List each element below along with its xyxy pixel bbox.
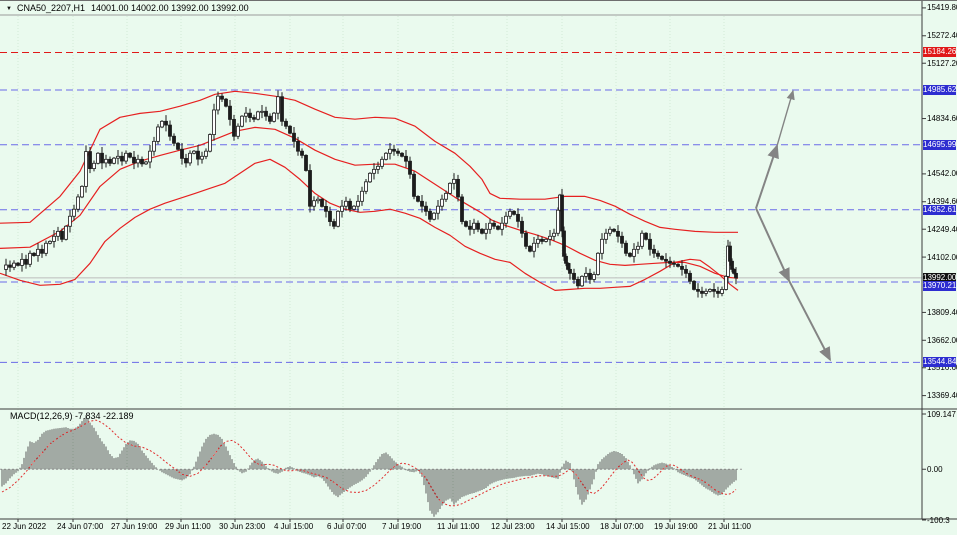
price-level-badge[interactable]: 13544.84 xyxy=(923,357,957,368)
time-tick-label: 18 Jul 07:00 xyxy=(600,522,644,531)
chart-menu-triangle-icon[interactable]: ▼ xyxy=(6,6,12,12)
price-level-badge[interactable]: 13992.00 xyxy=(923,272,957,283)
trend-projection-arrows[interactable] xyxy=(755,89,831,362)
time-tick-label: 4 Jul 15:00 xyxy=(274,522,314,531)
price-level-badge[interactable]: 14352.61 xyxy=(923,204,957,215)
chart-title: ▼ CNA50_2207,H1 14001.00 14002.00 13992.00… xyxy=(6,3,249,13)
price-tick-label: 13369.40 xyxy=(927,391,957,401)
time-tick-label: 29 Jun 11:00 xyxy=(165,522,211,531)
time-tick-label: 30 Jun 23:00 xyxy=(219,522,266,531)
price-tick-label: 14394.60 xyxy=(927,197,957,207)
time-tick-label: 6 Jul 07:00 xyxy=(327,522,367,531)
time-tick-label: 21 Jul 11:00 xyxy=(708,522,751,531)
price-tick-label: 14102.00 xyxy=(927,252,957,262)
symbol-period-label: CNA50_2207,H1 xyxy=(16,3,85,13)
price-tick-label: 14249.40 xyxy=(927,224,957,234)
price-tick-label: 13662.00 xyxy=(927,335,957,345)
ohlc-values: 14001.00 14002.00 13992.00 13992.00 xyxy=(91,3,249,13)
price-tick-label: 14542.00 xyxy=(927,169,957,179)
price-tick-label: 13516.60 xyxy=(927,363,957,373)
price-level-badge[interactable]: 14985.62 xyxy=(923,85,957,95)
time-tick-label: 19 Jul 19:00 xyxy=(654,522,698,531)
time-tick-label: 22 Jun 2022 xyxy=(2,522,47,531)
time-tick-label: 24 Jun 07:00 xyxy=(57,522,104,531)
time-tick-label: 14 Jul 15:00 xyxy=(546,522,590,531)
price-tick-label: 15272.40 xyxy=(927,31,957,41)
price-tick-label: 14834.60 xyxy=(927,114,957,124)
macd-tick-label: 0.00 xyxy=(927,464,943,474)
price-level-badge[interactable]: 13970.21 xyxy=(923,281,957,291)
macd-tick-label: 109.147 xyxy=(927,409,956,419)
time-tick-label: 11 Jul 11:00 xyxy=(437,522,480,531)
time-tick-label: 27 Jun 19:00 xyxy=(111,522,158,531)
price-level-badge[interactable]: 15184.26 xyxy=(923,47,957,58)
time-tick-label: 7 Jul 19:00 xyxy=(382,522,422,531)
macd-tick-label: -100.3 xyxy=(927,515,950,525)
time-tick-label: 12 Jul 23:00 xyxy=(491,522,535,531)
price-tick-label: 15419.80 xyxy=(927,3,957,13)
macd-indicator-label: MACD(12,26,9) -7.834 -22.189 xyxy=(10,411,134,421)
price-tick-label: 15127.20 xyxy=(927,58,957,68)
price-tick-label: 13809.40 xyxy=(927,307,957,317)
price-level-badge[interactable]: 14695.99 xyxy=(923,139,957,150)
